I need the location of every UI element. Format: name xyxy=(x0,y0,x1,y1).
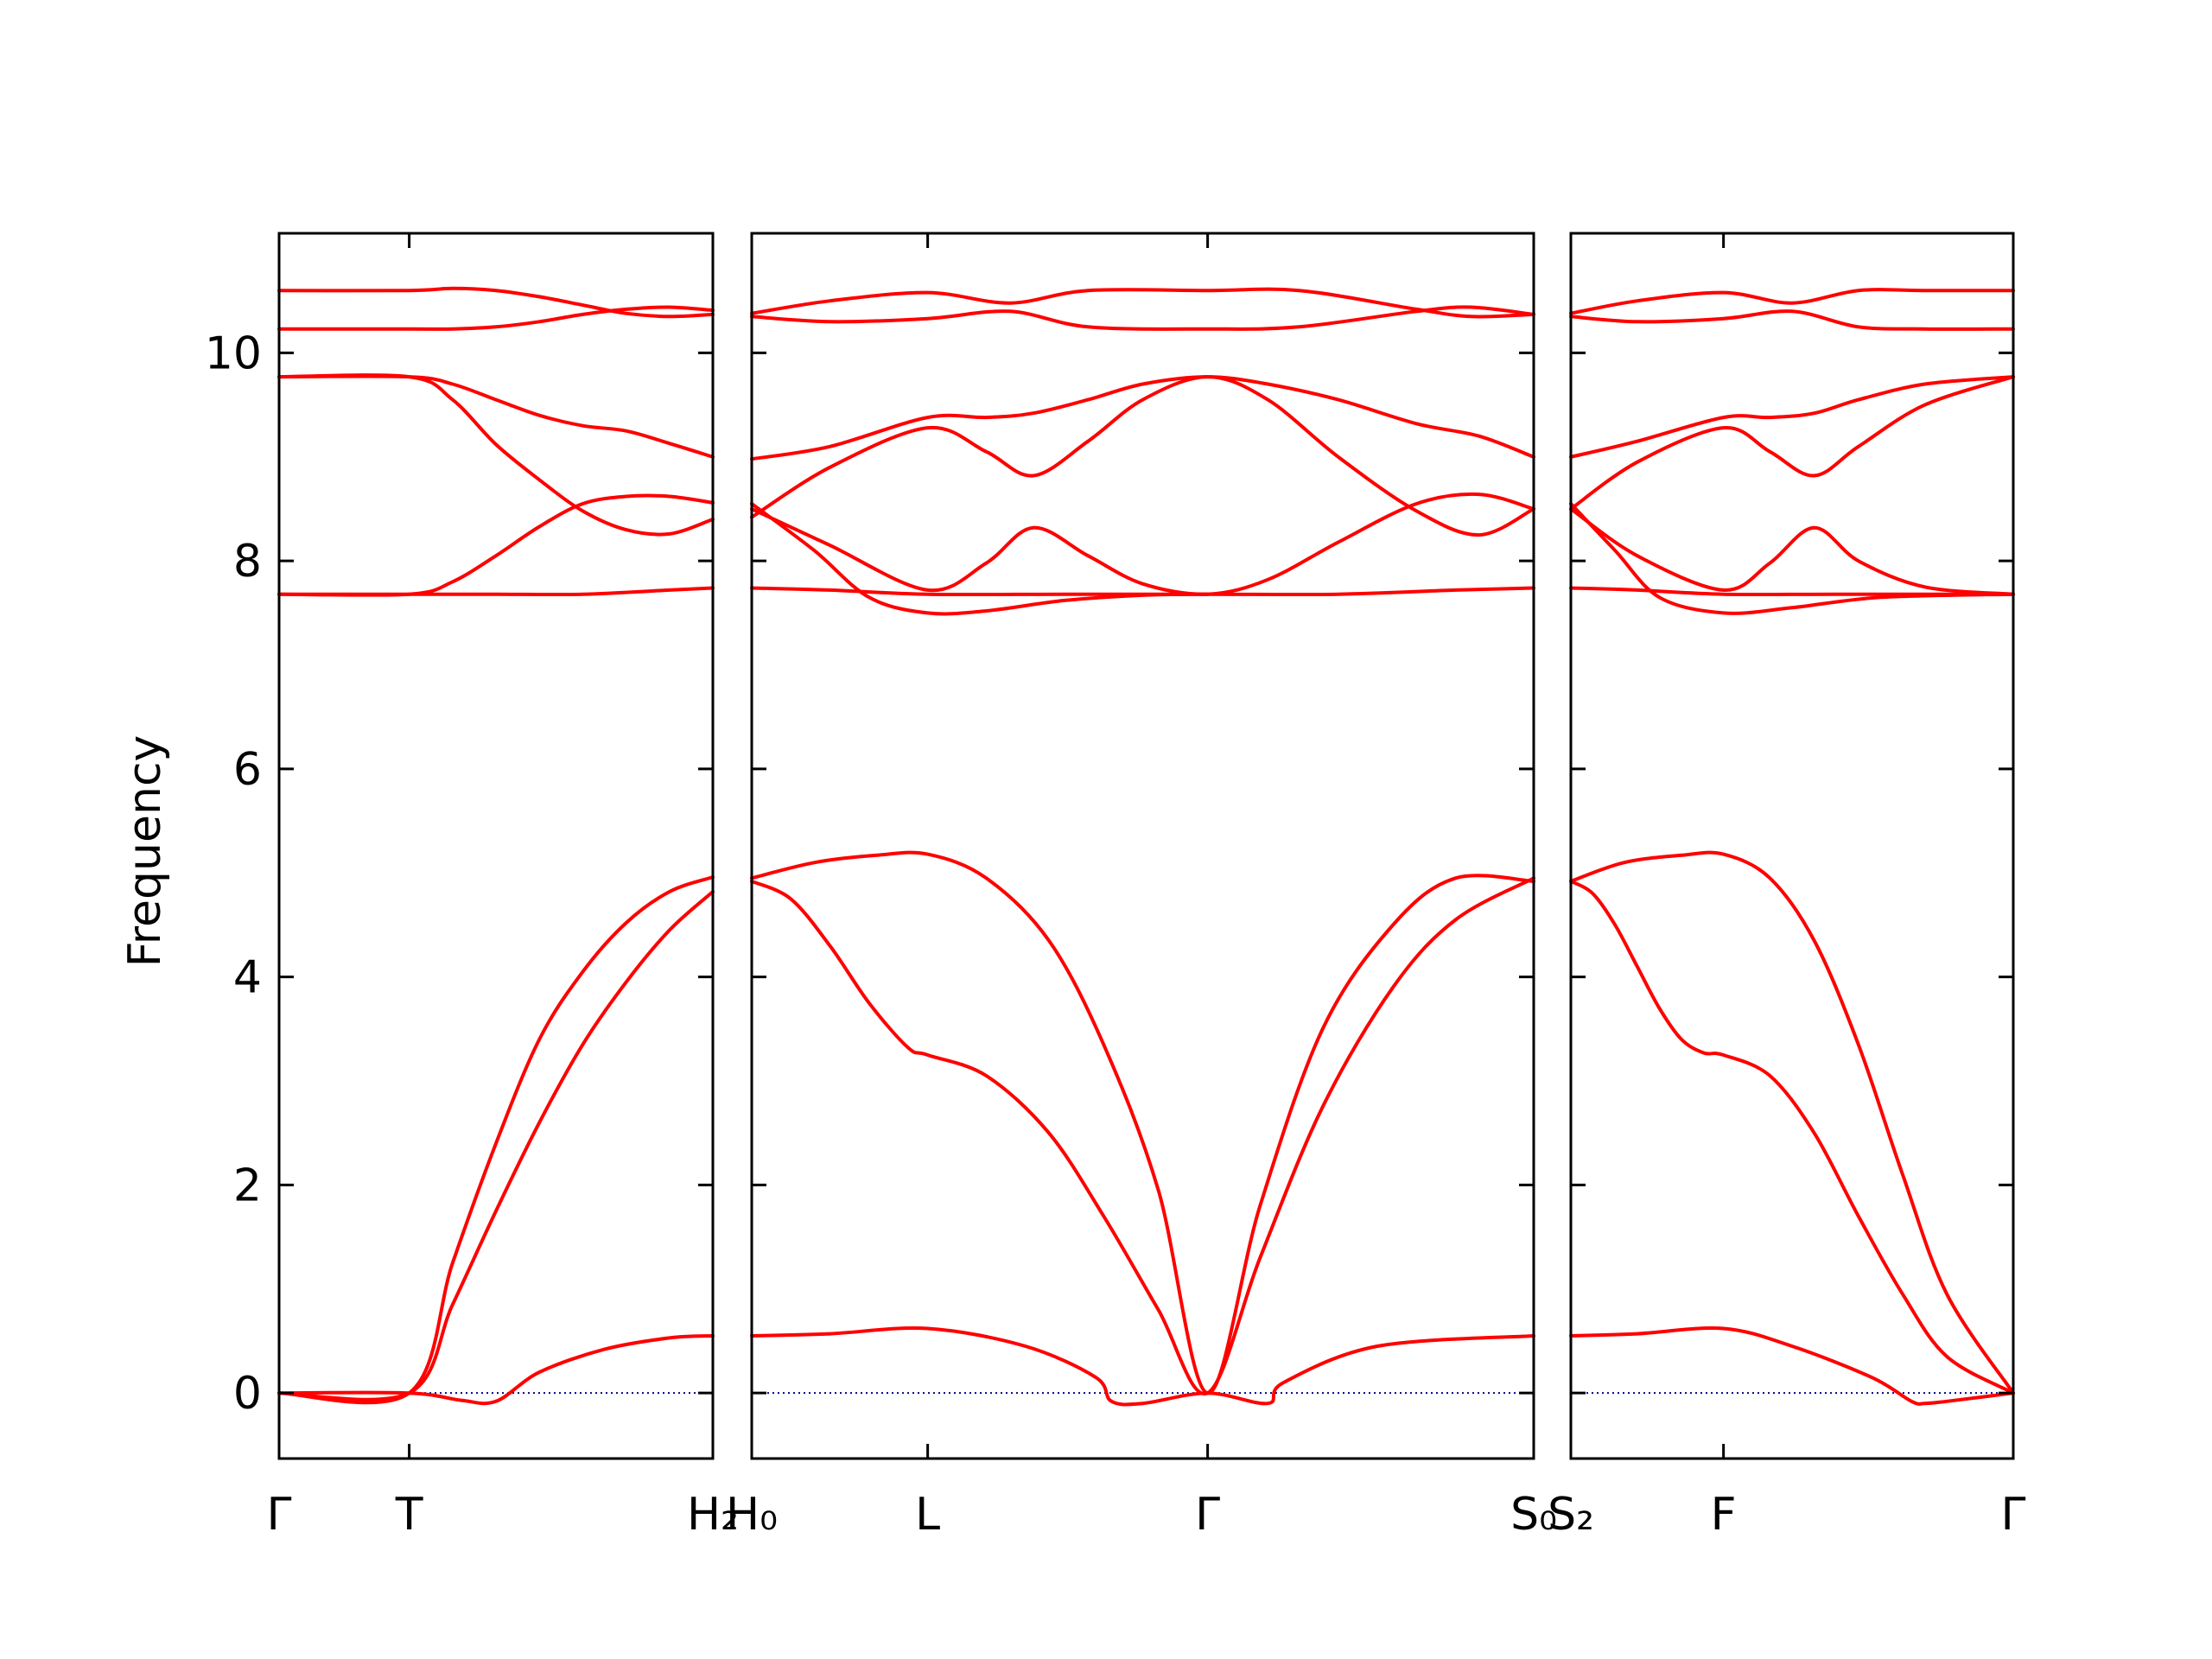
band-5 xyxy=(277,493,715,597)
x-tick-label: S₂ xyxy=(1548,1489,1594,1541)
x-tick-label: Γ xyxy=(2001,1489,2026,1541)
band-8 xyxy=(277,305,715,331)
band-1 xyxy=(750,1326,1535,1407)
band-10 xyxy=(1569,288,2015,315)
y-tick-label: 6 xyxy=(233,744,262,796)
band-7 xyxy=(750,375,1535,461)
band-2 xyxy=(750,850,1535,1395)
panel-1: 0 2 4 6 8 10 Γ T H₂ xyxy=(205,232,739,1541)
band-9 xyxy=(1569,309,2015,331)
band-5 xyxy=(1569,502,2015,615)
band-1 xyxy=(277,1334,715,1406)
x-tick-label: L xyxy=(915,1489,940,1541)
band-6 xyxy=(1569,375,2015,511)
y-tick-label: 4 xyxy=(233,952,262,1004)
panel-3: S₂ F Γ xyxy=(1548,232,2026,1541)
x-tick-label: T xyxy=(395,1489,423,1541)
y-tick-label: 0 xyxy=(233,1368,262,1420)
band-8 xyxy=(750,492,1535,596)
panel-frame xyxy=(1569,232,2015,1460)
band-2 xyxy=(1569,850,2015,1395)
y-tick-label: 8 xyxy=(233,536,262,588)
band-5 xyxy=(750,502,1210,616)
band-7 xyxy=(1569,375,2015,459)
y-tick-label: 10 xyxy=(205,327,262,379)
panel-frame xyxy=(277,232,715,1460)
band-3 xyxy=(1569,879,2015,1395)
band-8 xyxy=(1569,507,2015,596)
band-3 xyxy=(750,876,1535,1396)
band-7 xyxy=(277,374,715,459)
x-tick-label: S₀ xyxy=(1510,1489,1557,1541)
x-tick-label: Γ xyxy=(1195,1489,1220,1541)
band-1 xyxy=(1569,1326,2015,1406)
y-axis-label: Frequency xyxy=(119,735,171,968)
band-6 xyxy=(750,375,1535,537)
band-10 xyxy=(750,287,1535,319)
panel-frame xyxy=(750,232,1535,1460)
panel-2: H₀ L Γ S₀ xyxy=(726,232,1557,1541)
band-3 xyxy=(277,890,715,1402)
x-tick-label: H₀ xyxy=(726,1489,778,1541)
band-9 xyxy=(277,286,715,319)
y-tick-label: 2 xyxy=(233,1160,262,1211)
x-tick-label: Γ xyxy=(267,1489,292,1541)
x-tick-label: H₂ xyxy=(687,1489,739,1541)
x-tick-label: F xyxy=(1711,1489,1737,1541)
